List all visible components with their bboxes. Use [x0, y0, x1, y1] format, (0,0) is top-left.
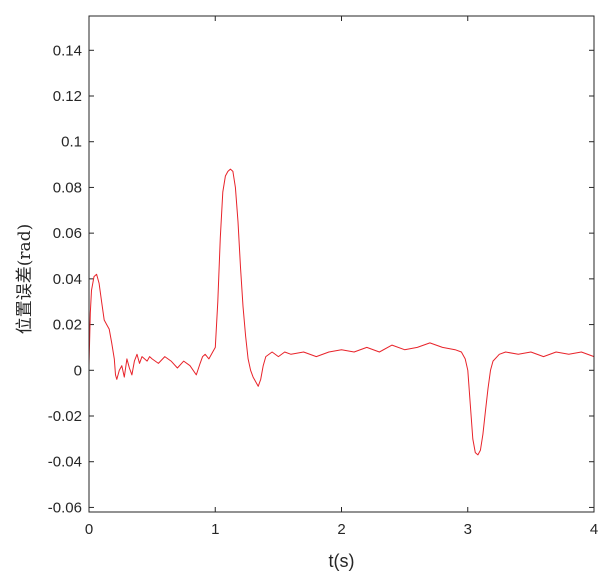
y-tick-label: 0.08: [53, 179, 82, 196]
y-axis-title: 位置误差(rad): [15, 224, 35, 334]
y-tick-label: 0: [74, 362, 82, 379]
y-tick-label: 0.04: [53, 271, 82, 288]
y-tick-label: 0.06: [53, 225, 82, 242]
x-tick-label: 1: [211, 521, 219, 538]
series-line: [88, 168, 595, 456]
series-layer: [88, 168, 595, 456]
plot-area: [89, 16, 594, 512]
y-tick-label: -0.06: [48, 499, 82, 516]
x-tick-label: 3: [464, 521, 472, 538]
y-tick-label: 0.02: [53, 317, 82, 334]
ticks-layer: [88, 16, 595, 512]
x-tick-label: 4: [590, 521, 598, 538]
y-tick-label: -0.02: [48, 408, 82, 425]
y-tick-label: -0.04: [48, 454, 82, 471]
plot-frame: [88, 15, 595, 513]
x-tick-label: 2: [337, 521, 345, 538]
x-tick-label: 0: [85, 521, 93, 538]
tick-labels-layer: 0 1 2 3 4 -0.06 -0.04 -0.02 0 0.02 0.04 0.06 0.08 0.1…: [48, 42, 598, 538]
y-tick-label: 0.12: [53, 88, 82, 105]
x-axis-title: t(s): [329, 551, 355, 571]
y-tick-label: 0.1: [61, 134, 82, 151]
y-tick-label: 0.14: [53, 42, 82, 59]
